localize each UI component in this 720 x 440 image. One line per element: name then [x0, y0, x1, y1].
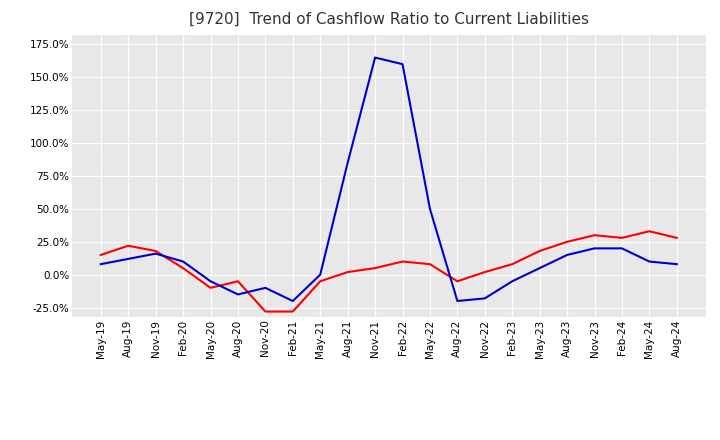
Operating CF to Current Liabilities: [124, 243, 132, 249]
Free CF to Current Liabilities: [96, 261, 105, 267]
Title: [9720]  Trend of Cashflow Ratio to Current Liabilities: [9720] Trend of Cashflow Ratio to Curren…: [189, 12, 589, 27]
Operating CF to Current Liabilities: [371, 265, 379, 271]
Free CF to Current Liabilities: [398, 62, 407, 67]
Free CF to Current Liabilities: [124, 256, 132, 261]
Operating CF to Current Liabilities: [289, 309, 297, 314]
Free CF to Current Liabilities: [645, 259, 654, 264]
Operating CF to Current Liabilities: [563, 239, 572, 245]
Operating CF to Current Liabilities: [536, 248, 544, 253]
Operating CF to Current Liabilities: [618, 235, 626, 241]
Operating CF to Current Liabilities: [508, 261, 516, 267]
Free CF to Current Liabilities: [261, 285, 270, 290]
Free CF to Current Liabilities: [179, 259, 187, 264]
Operating CF to Current Liabilities: [179, 265, 187, 271]
Operating CF to Current Liabilities: [453, 279, 462, 284]
Operating CF to Current Liabilities: [151, 248, 160, 253]
Operating CF to Current Liabilities: [590, 233, 599, 238]
Free CF to Current Liabilities: [206, 279, 215, 284]
Free CF to Current Liabilities: [508, 279, 516, 284]
Free CF to Current Liabilities: [672, 261, 681, 267]
Operating CF to Current Liabilities: [233, 279, 242, 284]
Free CF to Current Liabilities: [618, 246, 626, 251]
Free CF to Current Liabilities: [233, 292, 242, 297]
Free CF to Current Liabilities: [151, 251, 160, 256]
Operating CF to Current Liabilities: [398, 259, 407, 264]
Operating CF to Current Liabilities: [426, 261, 434, 267]
Free CF to Current Liabilities: [563, 252, 572, 257]
Operating CF to Current Liabilities: [645, 229, 654, 234]
Operating CF to Current Liabilities: [480, 269, 489, 275]
Free CF to Current Liabilities: [289, 298, 297, 304]
Line: Free CF to Current Liabilities: Free CF to Current Liabilities: [101, 58, 677, 301]
Free CF to Current Liabilities: [316, 272, 325, 277]
Operating CF to Current Liabilities: [316, 279, 325, 284]
Free CF to Current Liabilities: [371, 55, 379, 60]
Line: Operating CF to Current Liabilities: Operating CF to Current Liabilities: [101, 231, 677, 312]
Free CF to Current Liabilities: [453, 298, 462, 304]
Operating CF to Current Liabilities: [96, 252, 105, 257]
Operating CF to Current Liabilities: [343, 269, 352, 275]
Operating CF to Current Liabilities: [206, 285, 215, 290]
Legend: Operating CF to Current Liabilities, Free CF to Current Liabilities: Operating CF to Current Liabilities, Fre…: [153, 435, 624, 440]
Free CF to Current Liabilities: [480, 296, 489, 301]
Free CF to Current Liabilities: [536, 265, 544, 271]
Free CF to Current Liabilities: [343, 160, 352, 165]
Free CF to Current Liabilities: [590, 246, 599, 251]
Operating CF to Current Liabilities: [261, 309, 270, 314]
Free CF to Current Liabilities: [426, 206, 434, 212]
Operating CF to Current Liabilities: [672, 235, 681, 241]
